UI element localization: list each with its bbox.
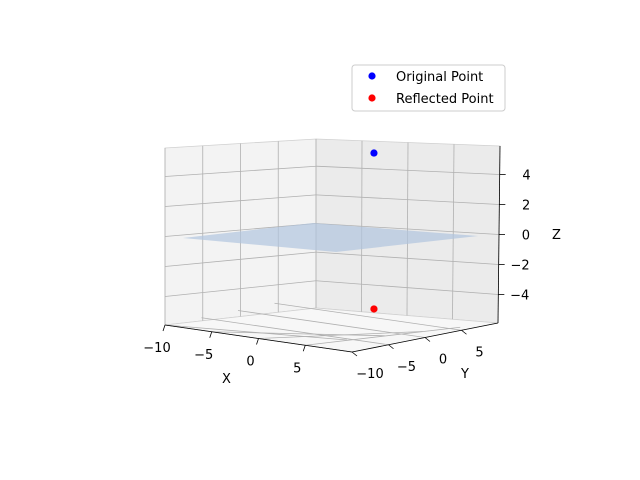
x-axis-label: X [222, 372, 231, 387]
x-tick-label: −5 [194, 348, 213, 363]
original-point [370, 149, 378, 157]
grid-x-floor [305, 326, 461, 346]
grid-x-floor [258, 331, 423, 339]
grid-z-back [315, 223, 500, 235]
legend-label-original: Original Point [396, 70, 483, 85]
y-axis-label: Y [460, 367, 469, 382]
legend: Original Point Reflected Point [351, 64, 506, 112]
z-tick-label: −4 [510, 289, 529, 304]
grid-z-back [315, 165, 500, 175]
legend-marker-reflected [368, 94, 376, 102]
legend-label-reflected: Reflected Point [396, 92, 494, 107]
z-tick-label: 2 [522, 199, 530, 214]
grid-z-left [164, 194, 317, 207]
x-tick-mark [162, 324, 166, 332]
z-tick-label: 0 [522, 229, 530, 244]
grid-z-back [315, 251, 499, 265]
reflected-point [370, 305, 378, 313]
grid-z-left [164, 165, 317, 177]
y-tick-mark [351, 351, 358, 357]
x-tick-mark [209, 331, 213, 338]
x-tick-label: −10 [143, 341, 170, 356]
x-tick-label: 5 [293, 361, 301, 376]
y-tick-label: −5 [397, 360, 416, 375]
grid-z-left [164, 280, 317, 297]
y-tick-label: −10 [356, 367, 383, 382]
z-tick-label: 4 [522, 169, 530, 184]
y-tick-mark [461, 329, 467, 335]
y-tick-label: 0 [439, 353, 447, 368]
y-tick-label: 5 [475, 345, 483, 360]
grid-y-floor [237, 310, 426, 338]
tick-labels: −10 −5 0 5 −10 −5 0 5 −4 −2 0 2 4 [143, 169, 530, 383]
legend-marker-original [368, 72, 376, 80]
x-tick-mark [302, 345, 306, 352]
data-points [370, 149, 378, 313]
grid-y-floor [201, 317, 389, 346]
z-tick-label: −2 [510, 259, 529, 274]
grid-z-back [315, 194, 500, 205]
legend-box [351, 64, 506, 112]
z-axis-label: Z [552, 228, 561, 243]
grid-z-left [164, 251, 317, 267]
reflection-plane [183, 223, 478, 252]
grid-x-floor [211, 331, 385, 337]
grid-z-back [315, 280, 499, 295]
x-tick-mark [256, 338, 259, 345]
y-tick-mark [388, 344, 394, 350]
gridlines [164, 139, 500, 353]
y-tick-mark [424, 337, 431, 342]
grid-y-floor [274, 302, 462, 331]
x-tick-label: 0 [246, 355, 254, 370]
